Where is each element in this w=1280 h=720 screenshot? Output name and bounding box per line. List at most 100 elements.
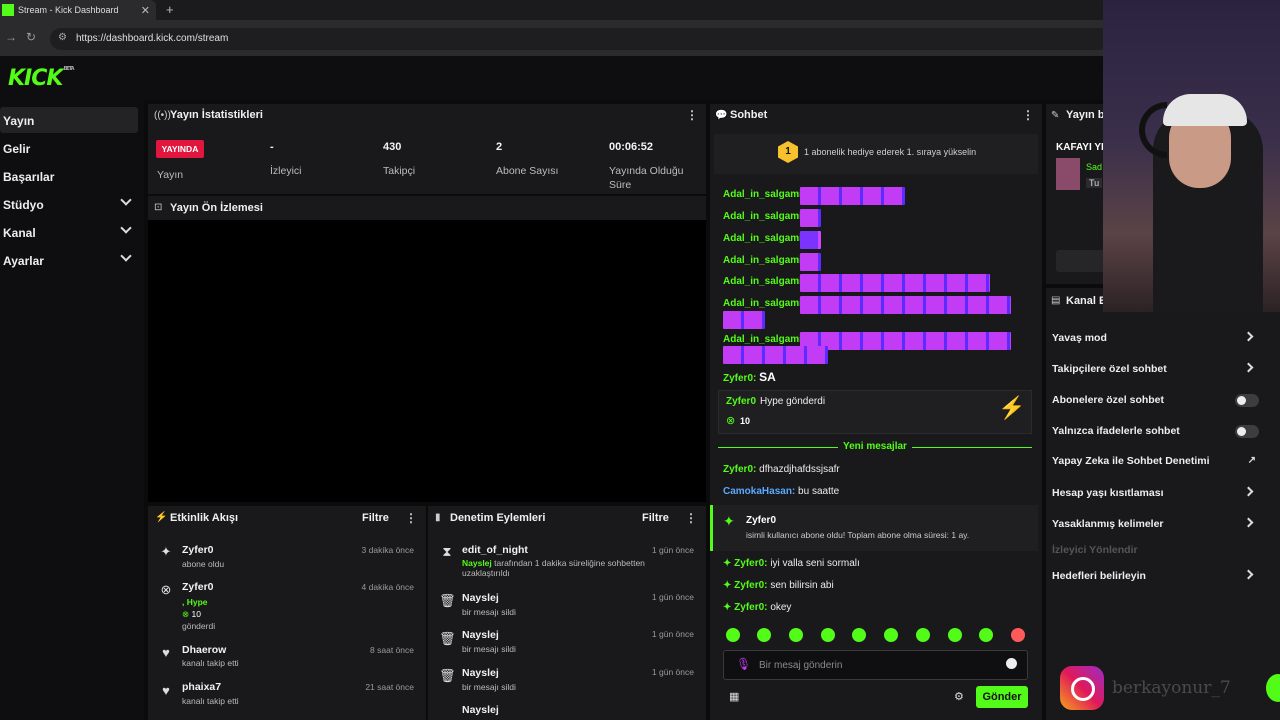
setting-subscribers-only[interactable]: Abonelere özel sohbet: [1052, 394, 1262, 414]
emote-icon[interactable]: [789, 628, 803, 642]
moderation-name[interactable]: Nayslej: [462, 629, 499, 641]
send-button[interactable]: Gönder: [976, 686, 1028, 708]
setting-ai-moderation[interactable]: Yapay Zeka ile Sohbet Denetimi ↗: [1052, 455, 1262, 475]
channel-settings-title: Kanal E: [1066, 295, 1107, 307]
moderation-actor[interactable]: Nayslej: [462, 558, 492, 568]
hype-username[interactable]: Zyfer0: [726, 396, 757, 407]
subscribers-only-toggle[interactable]: [1235, 394, 1259, 407]
emote-icon[interactable]: [1011, 628, 1025, 642]
chat-username[interactable]: Zyfer0:: [734, 602, 768, 613]
emoji-picker-icon[interactable]: [1006, 658, 1017, 669]
sidebar-item-yayin[interactable]: Yayın: [0, 107, 138, 133]
setting-account-age[interactable]: Hesap yaşı kısıtlaması: [1052, 486, 1262, 507]
category-tag[interactable]: Sad: [1086, 162, 1103, 172]
moderation-time: 1 gün önce: [651, 592, 694, 602]
close-tab-icon[interactable]: ✕: [140, 4, 150, 17]
browser-tab[interactable]: Stream - Kick Dashboard ✕: [0, 0, 156, 20]
instagram-icon: [1060, 666, 1104, 710]
activity-name[interactable]: Dhaerow: [182, 644, 227, 656]
browser-tabbar: Stream - Kick Dashboard ✕ +: [0, 0, 1280, 20]
chat-username[interactable]: Zyfer0:: [723, 373, 757, 384]
floating-action-icon[interactable]: [1266, 674, 1280, 702]
emote-icon[interactable]: [821, 628, 835, 642]
activity-filter-button[interactable]: Filtre: [362, 512, 389, 524]
mic-icon[interactable]: 🎙: [736, 657, 752, 671]
setting-label: Yapay Zeka ile Sohbet Denetimi: [1052, 455, 1210, 467]
setting-emotes-only[interactable]: Yalnızca ifadelerle sohbet: [1052, 425, 1262, 445]
chat-username[interactable]: CamokaHasan:: [723, 486, 796, 497]
external-link-icon: ↗: [1247, 455, 1256, 466]
activity-name[interactable]: Zyfer0: [182, 581, 214, 593]
chat-menu-icon[interactable]: ⋮: [1022, 108, 1034, 122]
gift-leaderboard-banner[interactable]: [714, 134, 1038, 174]
moderation-name[interactable]: edit_of_night: [462, 544, 528, 556]
app-header: [0, 56, 1280, 100]
activity-name[interactable]: Zyfer0: [182, 544, 214, 556]
stats-menu-icon[interactable]: ⋮: [686, 108, 698, 122]
kick-logo[interactable]: KICKBETA: [8, 66, 75, 91]
chat-username[interactable]: Adal_in_salgami:: [723, 211, 806, 222]
chat-username[interactable]: Adal_in_salgami:: [723, 233, 806, 244]
emote-icon[interactable]: [979, 628, 993, 642]
heart-icon: ♥: [162, 683, 170, 698]
emote-icon[interactable]: [884, 628, 898, 642]
emote-row: [723, 311, 765, 329]
forward-icon[interactable]: →: [5, 30, 17, 44]
sidebar-item-label: Yayın: [3, 114, 35, 128]
setting-goals[interactable]: Hedefleri belirleyin: [1052, 569, 1262, 590]
chat-username[interactable]: Adal_in_salgami:: [723, 276, 806, 287]
sidebar-item-ayarlar[interactable]: Ayarlar: [0, 247, 138, 273]
gear-icon[interactable]: ⚙: [954, 691, 964, 703]
moderation-menu-icon[interactable]: ⋮: [685, 511, 697, 525]
chat-username[interactable]: Adal_in_salgami:: [723, 334, 806, 345]
tag-chip[interactable]: Tu: [1086, 178, 1103, 188]
sidebar-item-studyo[interactable]: Stüdyo: [0, 191, 138, 217]
emote-icon[interactable]: [948, 628, 962, 642]
activity-menu-icon[interactable]: ⋮: [405, 511, 417, 525]
sidebar-item-basarilar[interactable]: Başarılar: [0, 163, 138, 189]
uptime-label: Yayında Olduğu Süre: [609, 165, 684, 191]
instagram-handle: berkayonur_7: [1112, 678, 1231, 698]
sub-username[interactable]: Zyfer0: [746, 515, 777, 526]
edit-button[interactable]: [1056, 250, 1116, 272]
chat-username[interactable]: Adal_in_salgami:: [723, 255, 806, 266]
new-messages-label[interactable]: Yeni mesajlar: [838, 441, 912, 452]
live-label: Yayın: [157, 169, 184, 181]
sidebar-item-kanal[interactable]: Kanal: [0, 219, 138, 245]
emote-icon[interactable]: [757, 628, 771, 642]
sidebar-item-gelir[interactable]: Gelir: [0, 135, 138, 161]
address-bar[interactable]: ⚙ https://dashboard.kick.com/stream: [50, 28, 1110, 50]
chat-text: sen bilirsin abi: [770, 580, 834, 591]
activity-name[interactable]: phaixa7: [182, 681, 222, 693]
subs-label: Abone Sayısı: [496, 165, 559, 177]
emote-icon[interactable]: [916, 628, 930, 642]
chat-username[interactable]: Adal_in_salgami:: [723, 298, 806, 309]
gift-icon[interactable]: ▦: [729, 691, 740, 703]
chat-username[interactable]: Zyfer0:: [723, 464, 757, 475]
new-tab-icon[interactable]: +: [166, 2, 174, 17]
setting-slow-mode[interactable]: Yavaş mod: [1052, 331, 1262, 352]
viewers-value: -: [270, 141, 274, 153]
activity-time: 4 dakika önce: [361, 582, 414, 592]
chat-username[interactable]: Adal_in_salgami:: [723, 189, 806, 200]
activity-sub: abone oldu: [182, 559, 225, 569]
emote-icon[interactable]: [852, 628, 866, 642]
hype-event-card: [718, 390, 1032, 434]
moderation-filter-button[interactable]: Filtre: [642, 512, 669, 524]
subscription-event-card: [710, 505, 1038, 551]
setting-banned-words[interactable]: Yasaklanmış kelimeler: [1052, 517, 1262, 538]
reload-icon[interactable]: ↻: [26, 30, 37, 44]
emotes-only-toggle[interactable]: [1235, 425, 1259, 438]
chat-username[interactable]: Zyfer0:: [734, 580, 768, 591]
stream-preview-video[interactable]: [148, 220, 706, 502]
setting-followers-only[interactable]: Takipçilere özel sohbet: [1052, 362, 1262, 383]
banner-text: 1 abonelik hediye ederek 1. sıraya yükse…: [804, 147, 977, 157]
chat-username[interactable]: Zyfer0:: [734, 558, 768, 569]
site-settings-icon[interactable]: ⚙: [58, 32, 67, 43]
moderation-name[interactable]: Nayslej: [462, 704, 499, 716]
emote-icon[interactable]: [726, 628, 740, 642]
chat-message-input[interactable]: 🎙 Bir mesaj gönderin: [723, 650, 1028, 680]
moderation-name[interactable]: Nayslej: [462, 592, 499, 604]
setting-label: Hesap yaşı kısıtlaması: [1052, 487, 1164, 499]
moderation-name[interactable]: Nayslej: [462, 667, 499, 679]
